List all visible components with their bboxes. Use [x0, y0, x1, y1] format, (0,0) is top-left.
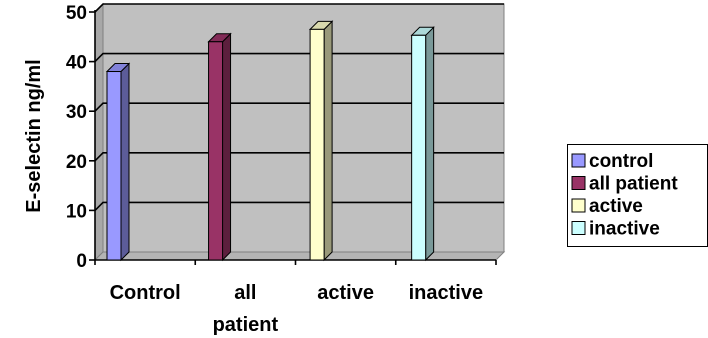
legend-swatch [571, 176, 586, 190]
legend-swatch [571, 153, 586, 168]
legend-label: control [589, 151, 653, 172]
x-category-label: active [317, 282, 374, 304]
bar-side [222, 32, 232, 262]
legend-swatch [571, 198, 586, 213]
bar-side [323, 20, 333, 262]
bar [309, 28, 325, 261]
plot-side-wall [94, 2, 104, 262]
plot-floor [93, 251, 506, 261]
plot-back-wall [102, 3, 505, 253]
gridline [94, 201, 504, 211]
legend-label: active [589, 196, 643, 217]
gridline [94, 52, 504, 63]
y-tick-label: 40 [66, 53, 87, 74]
bar [208, 41, 224, 261]
bar-side [425, 26, 435, 262]
x-category-label: Control [110, 282, 181, 304]
legend-box [567, 144, 708, 247]
legend-label: all patient [589, 174, 678, 195]
y-tick-label: 20 [66, 152, 87, 173]
x-category-label: all patient [213, 282, 279, 336]
bar [106, 71, 122, 261]
legend-label: inactive [589, 219, 660, 240]
y-tick-label: 30 [66, 102, 87, 123]
y-tick-label: 50 [66, 3, 87, 24]
legend-swatch [571, 221, 586, 235]
bar-side [120, 62, 130, 262]
x-category-label: inactive [409, 282, 483, 304]
y-tick-label: 10 [66, 201, 87, 222]
gridline [94, 3, 504, 13]
gridline [94, 102, 504, 112]
gridline [94, 152, 504, 162]
y-tick-label: 0 [76, 251, 87, 272]
bar [411, 34, 427, 261]
y-axis-title: E-selectin ng/ml [23, 59, 45, 212]
